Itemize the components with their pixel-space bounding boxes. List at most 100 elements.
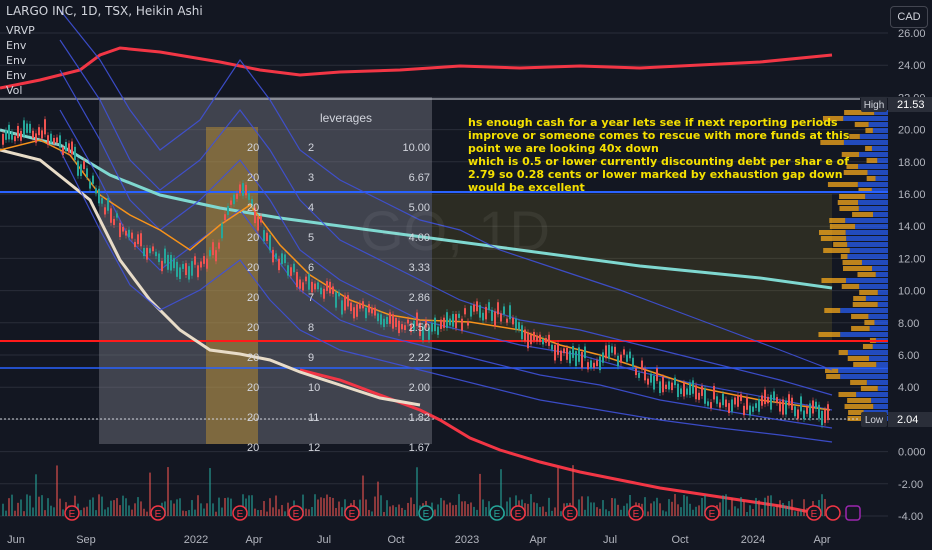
candle-body <box>278 258 280 271</box>
candle-body <box>521 325 523 340</box>
candle-body <box>431 322 433 332</box>
leverage-margin: 20 <box>247 382 259 394</box>
volume-bar <box>167 467 169 516</box>
candle-body <box>488 302 490 311</box>
indicator-env-2[interactable]: Env <box>6 54 27 67</box>
candle-body <box>44 119 46 135</box>
earnings-icon <box>806 505 822 521</box>
candle-body <box>389 312 391 324</box>
candle-body <box>467 321 469 326</box>
volume-bar <box>626 503 628 516</box>
volume-bar <box>338 501 340 516</box>
candle-body <box>338 292 340 297</box>
volume-bar <box>281 505 283 516</box>
candle-body <box>818 404 820 419</box>
leverage-multiple: 8 <box>308 322 314 334</box>
candle-body <box>185 263 187 276</box>
earnings-icon-label: E <box>567 509 574 520</box>
candle-body <box>524 329 526 341</box>
volume-bar <box>104 509 106 516</box>
candle-body <box>500 313 502 322</box>
candle-body <box>365 307 367 319</box>
volume-bar <box>659 503 661 516</box>
indicator-vol[interactable]: Vol <box>6 84 23 97</box>
earnings-icon-label: E <box>293 509 300 520</box>
candle-body <box>776 397 778 403</box>
volume-bar <box>449 502 451 516</box>
candle-body <box>491 309 493 321</box>
vp-bar-down <box>849 134 860 139</box>
volume-bar <box>323 498 325 516</box>
volume-bar <box>596 507 598 516</box>
candle-body <box>296 272 298 288</box>
price-axis[interactable]: 26.0024.0022.0020.0018.0016.0014.0012.00… <box>898 28 926 523</box>
leverage-value: 3.33 <box>409 262 430 274</box>
indicator-env-1[interactable]: Env <box>6 39 27 52</box>
volume-bar <box>677 504 679 516</box>
vp-bar-down <box>841 152 860 157</box>
vp-bar-down <box>852 212 874 217</box>
vp-bar-up <box>865 194 888 199</box>
volume-bar <box>257 510 259 516</box>
candle-body <box>353 307 355 319</box>
earnings-icon-label: E <box>633 509 640 520</box>
candle-body <box>797 409 799 419</box>
candle-body <box>503 306 505 315</box>
volume-bar <box>191 500 193 516</box>
candle-body <box>311 281 313 293</box>
candle-body <box>761 395 763 406</box>
volume-bar <box>119 505 121 516</box>
candle-body <box>419 322 421 336</box>
leverage-multiple: 3 <box>308 172 314 184</box>
volume-bar <box>218 497 220 516</box>
vp-bar-down <box>822 116 844 121</box>
candle-body <box>740 394 742 401</box>
volume-bar <box>536 503 538 516</box>
time-axis[interactable]: Jun Sep 2022 Apr Jul Oct 2023 Apr Jul Oct 2024 Apr <box>7 534 831 546</box>
candle-body <box>158 253 160 263</box>
candle-body <box>260 215 262 223</box>
volume-bar <box>749 505 751 516</box>
indicator-env-3[interactable]: Env <box>6 69 27 82</box>
vp-bar-up <box>867 170 888 175</box>
candle-body <box>80 164 82 176</box>
volume-bar <box>380 495 382 516</box>
vp-bar-up <box>843 116 888 121</box>
vp-bar-down <box>853 362 877 367</box>
candle-body <box>734 397 736 405</box>
vp-bar-up <box>876 362 888 367</box>
vp-bar-down <box>829 218 846 223</box>
candle-body <box>758 399 760 412</box>
candle-body <box>701 386 703 396</box>
candle-body <box>653 375 655 390</box>
candle-body <box>122 226 124 232</box>
time-tick-label: Sep <box>76 534 96 546</box>
volume-bar <box>230 498 232 516</box>
indicator-vrvp[interactable]: VRVP <box>6 24 35 37</box>
volume-bar <box>599 508 601 516</box>
candle-body <box>17 126 19 139</box>
volume-bar <box>794 511 796 516</box>
volume-bar <box>38 496 40 516</box>
volume-bar <box>776 505 778 516</box>
volume-bar <box>377 481 379 516</box>
candle-body <box>437 326 439 335</box>
candle-body <box>677 383 679 398</box>
volume-bar <box>26 494 28 516</box>
leverage-value: 10.00 <box>402 142 430 154</box>
volume-bar <box>665 511 667 516</box>
earnings-icon <box>510 505 526 521</box>
currency-button[interactable]: CAD <box>890 6 928 28</box>
candle-body <box>275 253 277 259</box>
chart-title[interactable]: LARGO INC, 1D, TSX, Heikin Ashi <box>6 4 203 18</box>
candle-body <box>746 397 748 410</box>
candle-body <box>197 265 199 278</box>
candle-body <box>11 132 13 140</box>
earnings-icon <box>704 505 720 521</box>
vp-bar-down <box>839 206 859 211</box>
price-tick-label: 26.00 <box>898 28 926 40</box>
vp-bar-down <box>823 248 850 253</box>
volume-bar <box>86 506 88 516</box>
